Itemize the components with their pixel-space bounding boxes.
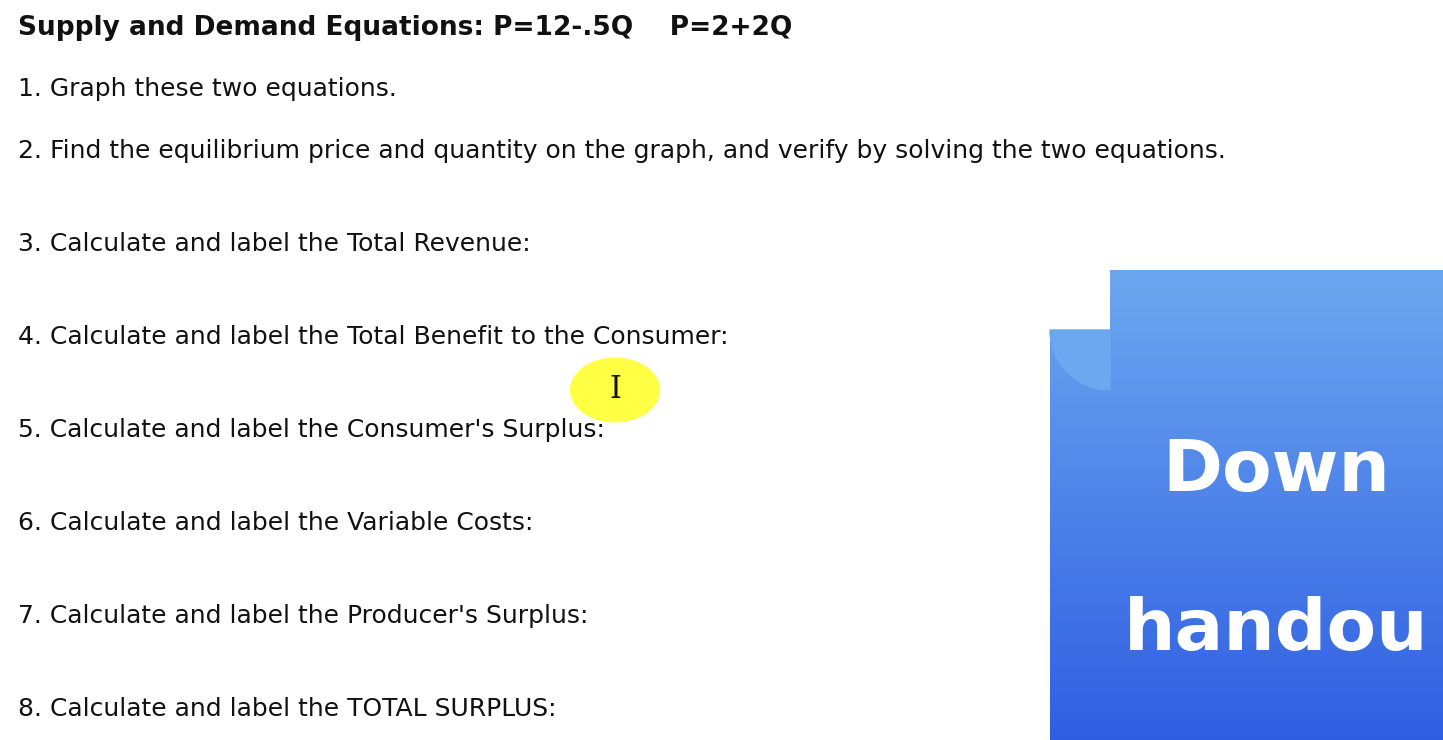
Text: 5. Calculate and label the Consumer's Surplus:: 5. Calculate and label the Consumer's Su… bbox=[17, 418, 605, 442]
Text: 8. Calculate and label the TOTAL SURPLUS:: 8. Calculate and label the TOTAL SURPLUS… bbox=[17, 697, 557, 721]
Text: Down: Down bbox=[1163, 437, 1391, 506]
Text: Supply and Demand Equations: P=12-.5Q    P=2+2Q: Supply and Demand Equations: P=12-.5Q P=… bbox=[17, 15, 792, 41]
Text: 3. Calculate and label the Total Revenue:: 3. Calculate and label the Total Revenue… bbox=[17, 232, 531, 256]
Text: I: I bbox=[609, 374, 620, 406]
Text: 7. Calculate and label the Producer's Surplus:: 7. Calculate and label the Producer's Su… bbox=[17, 604, 589, 628]
Text: 2. Find the equilibrium price and quantity on the graph, and verify by solving t: 2. Find the equilibrium price and quanti… bbox=[17, 139, 1227, 163]
Bar bbox=[1051, 270, 1110, 330]
Ellipse shape bbox=[570, 357, 659, 423]
Text: 4. Calculate and label the Total Benefit to the Consumer:: 4. Calculate and label the Total Benefit… bbox=[17, 325, 729, 349]
Polygon shape bbox=[1051, 330, 1110, 390]
Text: handou: handou bbox=[1124, 596, 1429, 665]
Text: 1. Graph these two equations.: 1. Graph these two equations. bbox=[17, 77, 397, 101]
Text: 6. Calculate and label the Variable Costs:: 6. Calculate and label the Variable Cost… bbox=[17, 511, 534, 535]
